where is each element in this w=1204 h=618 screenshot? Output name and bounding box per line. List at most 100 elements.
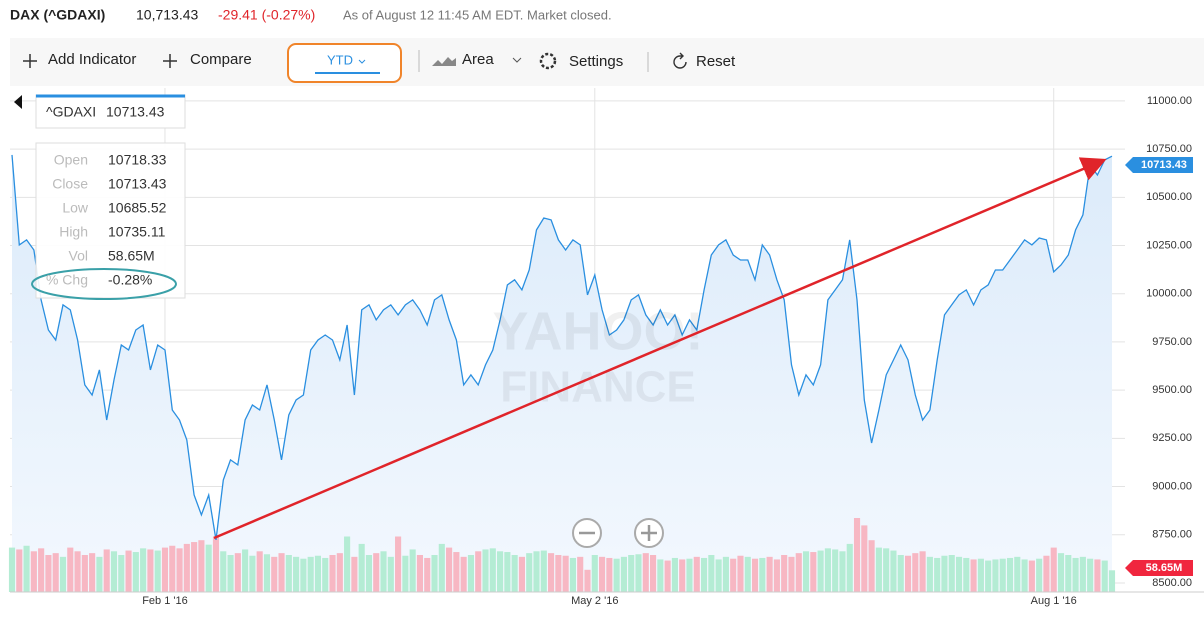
- volume-bar: [948, 555, 955, 592]
- tooltip-symbol: ^GDAXI: [46, 104, 96, 120]
- volume-bar: [242, 549, 249, 592]
- chart-type[interactable]: Area: [462, 51, 494, 68]
- volume-bar: [336, 553, 343, 592]
- plus-icon: [163, 54, 177, 68]
- price-tag-label: 10713.43: [1141, 159, 1187, 171]
- volume-bar: [329, 555, 336, 592]
- plot: 8500.00 8750.00 9000.00 9250.00 9500.00 9750.…: [8, 88, 1204, 607]
- volume-bar: [992, 559, 999, 592]
- volume-bar: [154, 550, 161, 592]
- volume-bar: [307, 556, 314, 592]
- volume-bar: [722, 556, 729, 592]
- tooltip-value: 58.65M: [108, 248, 155, 264]
- last-tags: 10713.43 58.65M: [1125, 157, 1193, 576]
- range-label[interactable]: YTD: [327, 52, 353, 67]
- volume-bar: [220, 551, 227, 592]
- volume-bar: [8, 547, 16, 592]
- compare[interactable]: Compare: [190, 51, 252, 68]
- volume-bar: [1087, 558, 1094, 592]
- volume-bar: [293, 556, 300, 592]
- tooltip-label: Vol: [69, 248, 88, 264]
- tooltip-value: 10735.11: [108, 224, 166, 240]
- tooltip-label: Close: [52, 176, 88, 192]
- volume-bar: [300, 558, 307, 592]
- tooltip-value: 10685.52: [108, 200, 167, 216]
- volume-bar: [344, 536, 351, 592]
- area-icon: [432, 57, 456, 66]
- y-tick-label: 9250.00: [1152, 432, 1192, 444]
- volume-bar: [504, 552, 511, 592]
- volume-bar: [169, 545, 176, 592]
- volume-bar: [446, 547, 453, 592]
- add-indicator[interactable]: Add Indicator: [48, 51, 136, 68]
- volume-bar: [234, 553, 241, 592]
- volume-bar: [540, 550, 547, 592]
- tooltip-label: % Chg: [46, 272, 88, 288]
- volume-bar: [569, 557, 576, 592]
- volume-bar: [518, 556, 525, 592]
- volume-bar: [700, 557, 708, 592]
- volume-bar: [249, 555, 256, 592]
- volume-bar: [438, 543, 445, 592]
- volume-bar: [941, 555, 948, 592]
- volume-bar: [963, 557, 970, 592]
- volume-bar: [591, 555, 598, 592]
- volume-bar: [110, 551, 118, 592]
- volume-bar: [256, 551, 263, 592]
- volume-bar: [883, 548, 890, 592]
- volume-bar: [467, 555, 474, 592]
- volume-bar: [970, 559, 977, 592]
- volume-bar: [74, 551, 81, 592]
- volume-bar: [511, 555, 518, 592]
- volume-bar: [1079, 556, 1086, 592]
- settings[interactable]: Settings: [569, 53, 623, 70]
- volume-bar: [132, 552, 139, 592]
- volume-bar: [45, 555, 52, 592]
- volume-bar: [314, 555, 322, 592]
- tooltip-label: Open: [54, 152, 88, 168]
- tooltip: Open 10718.33 Close 10713.43 Low 10685.52 High…: [31, 142, 186, 300]
- volume-bar: [96, 556, 103, 592]
- volume-bar: [23, 545, 30, 592]
- price-tag: [1125, 157, 1193, 173]
- volume-bar: [1065, 555, 1072, 592]
- volume-bar: [227, 555, 234, 592]
- volume-bar: [373, 553, 380, 592]
- volume-bar: [955, 556, 963, 592]
- tooltip-label: Low: [62, 200, 89, 216]
- volume-bar: [599, 556, 606, 592]
- scroll-left[interactable]: [14, 95, 22, 109]
- volume-bar: [1094, 559, 1101, 592]
- volume-bar: [263, 554, 271, 592]
- volume-bar: [395, 536, 402, 592]
- volume-bar: [16, 549, 23, 592]
- volume-bar: [1036, 558, 1043, 592]
- volume-bar: [839, 551, 846, 592]
- highlight-ellipse: [31, 268, 177, 300]
- volume-bar: [1057, 553, 1065, 592]
- volume-bar: [387, 556, 394, 592]
- volume-bar: [904, 555, 912, 592]
- y-tick-label: 9750.00: [1152, 336, 1192, 348]
- volume-bar: [409, 549, 416, 592]
- volume-bar: [708, 555, 715, 592]
- volume-bar: [737, 555, 744, 592]
- volume-bar: [628, 555, 635, 592]
- volume-bar: [824, 548, 831, 592]
- volume-bar: [562, 555, 569, 592]
- reset[interactable]: Reset: [696, 53, 736, 70]
- area-fill: [12, 154, 1112, 592]
- x-tick-label: Feb 1 '16: [142, 595, 188, 607]
- volume-bar: [103, 549, 110, 592]
- volume-bar: [183, 543, 190, 592]
- volume-bar: [489, 548, 496, 592]
- y-tick-label: 9500.00: [1152, 384, 1192, 396]
- volume-bar: [118, 555, 125, 592]
- volume-bar: [788, 556, 795, 592]
- volume-bar: [67, 547, 74, 592]
- caret: [512, 57, 522, 63]
- volume-bar: [686, 558, 693, 592]
- volume-bar: [912, 553, 919, 592]
